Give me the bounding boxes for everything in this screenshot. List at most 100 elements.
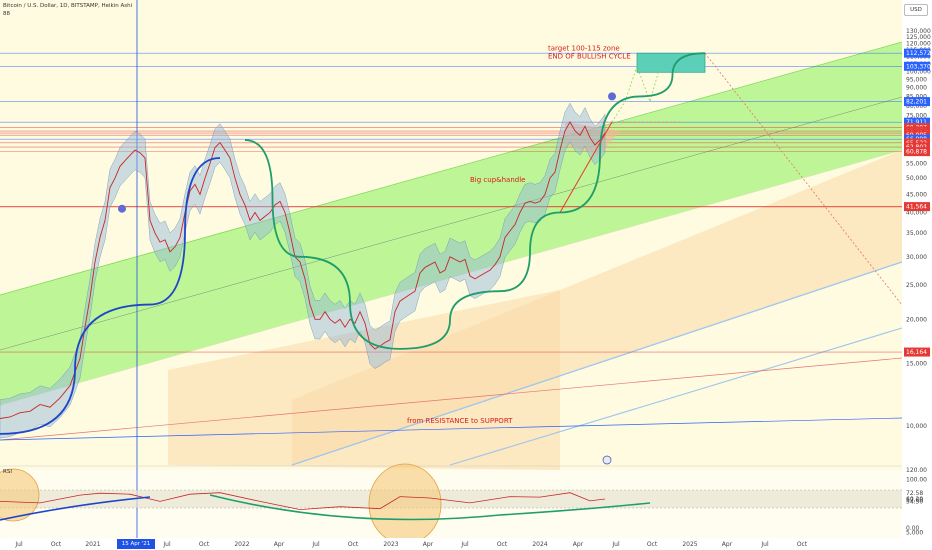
rsi-tick-label: 54.50: [906, 499, 923, 506]
price-tag-label: 103,370: [906, 63, 931, 70]
bull-curve: [0, 157, 221, 435]
cup-curve: [244, 52, 706, 350]
y-tick-label: 15,000: [906, 361, 927, 368]
blue-trend-line: [0, 417, 903, 441]
y-tick-label: 90,000: [906, 85, 927, 92]
blue-support-line: [291, 261, 903, 466]
red-trend-line: [0, 357, 903, 441]
x-tick-label: Apr: [573, 541, 584, 548]
y-tick-label: 120,000: [906, 40, 931, 47]
price-tag-label: 60,878: [906, 149, 927, 156]
rocket-marker-icon: [608, 92, 616, 101]
target-zone-box: [636, 52, 706, 73]
rsi-tick-label: 72.58: [906, 490, 923, 497]
handle-breakout-line: [559, 121, 613, 213]
x-tick-label: Oct: [199, 541, 210, 548]
y-tick-label: 125,000: [906, 34, 931, 41]
rsi-label: RSI: [3, 469, 12, 475]
y-tick-label: 85,000: [906, 93, 927, 100]
rocket-marker-icon: [118, 204, 126, 213]
rsi-line: [0, 492, 606, 511]
price-tag-13: [904, 347, 930, 357]
price-tag-label: 71,911: [906, 119, 927, 126]
rsi-tick-label: 60.20: [906, 496, 923, 503]
x-tick-label: Apr: [722, 541, 733, 548]
y-tick-label: 25,000: [906, 282, 927, 289]
handle-zone: [565, 121, 620, 156]
price-tag-2: [904, 97, 930, 107]
x-tick-label: Apr: [274, 541, 285, 548]
y-tick-label: 100,000: [906, 68, 931, 75]
x-tick-label: 2023: [383, 541, 398, 548]
rsi-tick-label: 0.00: [906, 525, 920, 532]
y-tick-label: 50,000: [906, 175, 927, 182]
x-tick-label: Oct: [797, 541, 808, 548]
x-tick-label: Oct: [348, 541, 359, 548]
x-tick-label: 2022: [234, 541, 249, 548]
sub-line: 88: [3, 11, 10, 17]
x-tick-label: Oct: [497, 541, 508, 548]
x-tick-label: 2024: [532, 541, 547, 548]
chart-title: Bitcoin / U.S. Dollar, 1D, BITSTAMP, Hei…: [3, 2, 132, 18]
x-tick-label: Jul: [611, 541, 620, 548]
x-tick-label: Jul: [14, 541, 23, 548]
y-tick-label: 80,000: [906, 103, 927, 110]
y-tick-label: 30,000: [906, 254, 927, 261]
x-tick-label: 2025: [682, 541, 697, 548]
price-tag-1: [904, 61, 930, 71]
rsi-band: [0, 490, 902, 508]
time-axis-background: [0, 538, 932, 550]
y-tick-label: 75,000: [906, 113, 927, 120]
channel-lower-edge: [0, 149, 903, 406]
price-tag-label: 112,572: [906, 50, 931, 57]
y-tick-label: 5,000: [906, 530, 923, 537]
rsi-tick-label: 100.00: [906, 477, 927, 484]
x-tick-label: 2021: [85, 541, 100, 548]
rsi-trend-blue: [0, 496, 151, 521]
price-tag-label: 41,564: [906, 204, 927, 211]
y-tick-label: 10,000: [906, 423, 927, 430]
price-tag-label: 16,164: [906, 349, 927, 356]
rsi-trend-green: [209, 494, 651, 521]
price-tag-10: [904, 142, 930, 152]
rsi-highlight-circle-mid: [368, 463, 442, 545]
x-tick-label: Jul: [311, 541, 320, 548]
price-tag-12: [904, 202, 930, 212]
y-tick-label: 95,000: [906, 76, 927, 83]
y-tick-label: 130,000: [906, 28, 931, 35]
flag-marker-icon: [602, 455, 612, 465]
x-tick-label: Jul: [760, 541, 769, 548]
dotted-zigzag-projection: [611, 65, 661, 123]
y-tick-label: 45,000: [906, 191, 927, 198]
x-tick-label: Jul: [162, 541, 171, 548]
annotation-resistance-support: from RESISTANCE to SUPPORT: [407, 417, 513, 425]
annotation-target-line2: END OF BULLISH CYCLE: [548, 52, 631, 60]
x-tick-label: Apr: [423, 541, 434, 548]
crosshair-date-tag: 15 Apr '21: [117, 539, 155, 549]
currency-button[interactable]: USD: [904, 4, 928, 16]
price-tag-3: [904, 117, 930, 127]
y-tick-label: 55,000: [906, 160, 927, 167]
y-tick-label: 20,000: [906, 316, 927, 323]
y-tick-label: 40,000: [906, 210, 927, 217]
rsi-tick-label: 120.00: [906, 467, 927, 474]
rsi-highlight-circle-left: [0, 468, 40, 522]
x-tick-label: Oct: [51, 541, 62, 548]
x-tick-label: Oct: [647, 541, 658, 548]
price-tag-11: [904, 147, 930, 157]
rsi-tick-label: 57.60: [906, 497, 923, 504]
dotted-down-projection: [704, 52, 903, 306]
symbol-line: Bitcoin / U.S. Dollar, 1D, BITSTAMP, Hei…: [3, 3, 133, 9]
annotation-target-line1: target 100-115 zone: [548, 44, 620, 52]
price-tag-label: 82,201: [906, 99, 927, 106]
price-axis-background: [902, 0, 932, 550]
price-tag-0: [904, 48, 930, 58]
x-tick-label: Jul: [460, 541, 469, 548]
annotation-cup-handle: Big cup&handle: [470, 176, 525, 184]
price-line: [0, 121, 606, 419]
